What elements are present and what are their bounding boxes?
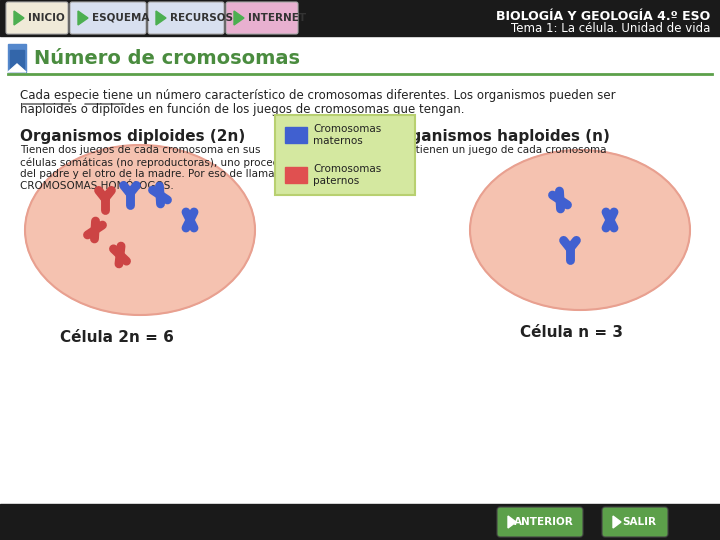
Text: Tienen dos juegos de cada cromosoma en sus: Tienen dos juegos de cada cromosoma en s… <box>20 145 261 155</box>
Text: Número de cromosomas: Número de cromosomas <box>34 49 300 68</box>
Polygon shape <box>234 11 244 25</box>
Text: Organismos diploides (2n): Organismos diploides (2n) <box>20 129 246 144</box>
FancyBboxPatch shape <box>602 507 668 537</box>
FancyBboxPatch shape <box>70 2 146 34</box>
Text: Cada especie tiene un número característico de cromosomas diferentes. Los organi: Cada especie tiene un número característ… <box>20 89 616 102</box>
Text: Tema 1: La célula. Unidad de vida: Tema 1: La célula. Unidad de vida <box>510 22 710 35</box>
Text: ESQUEMA: ESQUEMA <box>92 13 149 23</box>
FancyBboxPatch shape <box>226 2 298 34</box>
FancyBboxPatch shape <box>497 507 583 537</box>
Text: células somáticas (no reproductoras), uno procede: células somáticas (no reproductoras), un… <box>20 157 286 167</box>
Bar <box>0 0 720 36</box>
Bar <box>0 504 720 540</box>
Ellipse shape <box>470 150 690 310</box>
Bar <box>285 167 307 183</box>
Polygon shape <box>8 64 26 72</box>
FancyBboxPatch shape <box>275 115 415 195</box>
Polygon shape <box>156 11 166 25</box>
Text: RECURSOS: RECURSOS <box>170 13 233 23</box>
Text: Célula 2n = 6: Célula 2n = 6 <box>60 330 174 345</box>
FancyBboxPatch shape <box>6 2 68 34</box>
Bar <box>10 50 24 72</box>
Text: ANTERIOR: ANTERIOR <box>514 517 574 527</box>
Text: INTERNET: INTERNET <box>248 13 306 23</box>
Text: Célula n = 3: Célula n = 3 <box>520 325 623 340</box>
Ellipse shape <box>25 145 255 315</box>
Bar <box>8 44 26 72</box>
Text: SALIR: SALIR <box>622 517 656 527</box>
Text: del padre y el otro de la madre. Por eso de llaman: del padre y el otro de la madre. Por eso… <box>20 169 281 179</box>
FancyBboxPatch shape <box>148 2 224 34</box>
Text: Cromosomas
paternos: Cromosomas paternos <box>313 164 382 186</box>
Polygon shape <box>508 516 516 528</box>
Text: Cromosomas
maternos: Cromosomas maternos <box>313 124 382 146</box>
Polygon shape <box>14 11 24 25</box>
Text: BIOLOGÍA Y GEOLOGÍA 4.º ESO: BIOLOGÍA Y GEOLOGÍA 4.º ESO <box>496 10 710 23</box>
Text: CROMOSOMAS HOMÓLOGOS.: CROMOSOMAS HOMÓLOGOS. <box>20 181 174 191</box>
Text: Organismos haploides (n): Organismos haploides (n) <box>390 129 610 144</box>
Text: haploides o diploides en función de los juegos de cromosomas que tengan.: haploides o diploides en función de los … <box>20 103 464 116</box>
Polygon shape <box>613 516 621 528</box>
Polygon shape <box>78 11 88 25</box>
Text: INICIO: INICIO <box>28 13 65 23</box>
Text: Solo tienen un juego de cada cromosoma: Solo tienen un juego de cada cromosoma <box>390 145 606 155</box>
Bar <box>285 127 307 143</box>
